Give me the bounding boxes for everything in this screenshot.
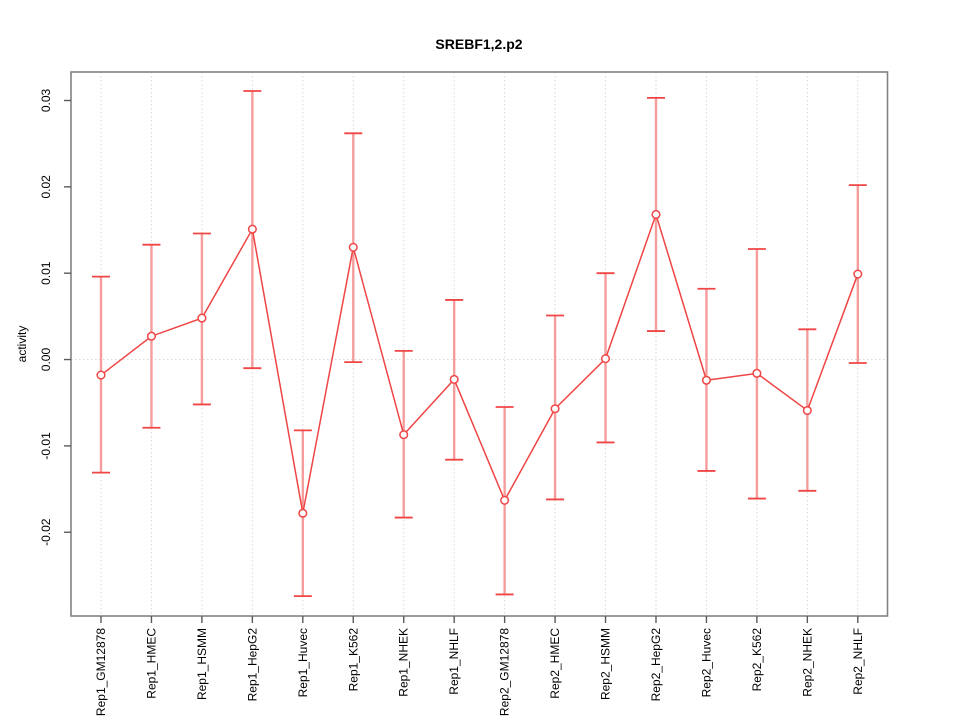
data-layer xyxy=(92,90,867,598)
x-tick-label: Rep1_HSMM xyxy=(195,628,209,700)
y-tick-label: 0.00 xyxy=(39,348,53,372)
data-point xyxy=(247,224,257,234)
data-point xyxy=(298,508,308,518)
data-point xyxy=(651,209,661,220)
data-point xyxy=(752,368,762,378)
data-point xyxy=(96,370,106,380)
x-tick-label: Rep1_K562 xyxy=(346,628,360,692)
x-tick-label: Rep1_NHEK xyxy=(397,628,411,697)
x-tick-label: Rep1_HMEC xyxy=(144,628,158,699)
x-tick-label: Rep1_HepG2 xyxy=(245,628,259,702)
y-tick-label: -0.02 xyxy=(39,518,53,546)
grid-layer xyxy=(71,72,888,616)
data-point xyxy=(550,404,560,414)
x-tick-label: Rep1_Huvec xyxy=(296,628,310,697)
x-tick-label: Rep1_NHLF xyxy=(447,628,461,695)
data-point xyxy=(348,242,358,252)
data-point xyxy=(399,430,409,440)
x-tick-label: Rep1_GM12878 xyxy=(94,628,108,716)
data-point xyxy=(146,331,157,341)
x-tick-label: Rep2_K562 xyxy=(750,628,764,692)
data-point xyxy=(802,405,812,416)
data-point xyxy=(500,495,510,505)
data-point xyxy=(701,375,711,385)
series-line xyxy=(100,212,859,514)
data-point xyxy=(600,354,611,364)
x-tick-label: Rep2_HSMM xyxy=(599,628,613,700)
data-point xyxy=(449,374,459,384)
y-tick-label: 0.01 xyxy=(39,261,53,285)
axes-layer: 0.03 0.02 0.01 0.00 -0.01 -0.02 Rep1_GM12878 Re… xyxy=(39,71,889,716)
x-tick-label: Rep2_HepG2 xyxy=(649,628,663,702)
x-tick-label: Rep2_NHLF xyxy=(851,628,865,695)
y-tick-label: -0.01 xyxy=(39,432,53,460)
x-tick-label: Rep2_NHEK xyxy=(800,628,814,697)
data-point xyxy=(853,269,863,279)
chart-title: SREBF1,2.p2 xyxy=(435,36,522,52)
y-tick-label: 0.03 xyxy=(39,88,53,112)
x-tick-label: Rep2_HMEC xyxy=(548,628,562,699)
x-tick-label: Rep2_Huvec xyxy=(699,628,713,697)
y-axis-label: activity xyxy=(15,326,29,363)
y-tick-label: 0.02 xyxy=(39,175,53,199)
x-tick-label: Rep2_GM12878 xyxy=(498,628,512,716)
data-point xyxy=(197,313,207,323)
plot-border xyxy=(70,71,889,617)
